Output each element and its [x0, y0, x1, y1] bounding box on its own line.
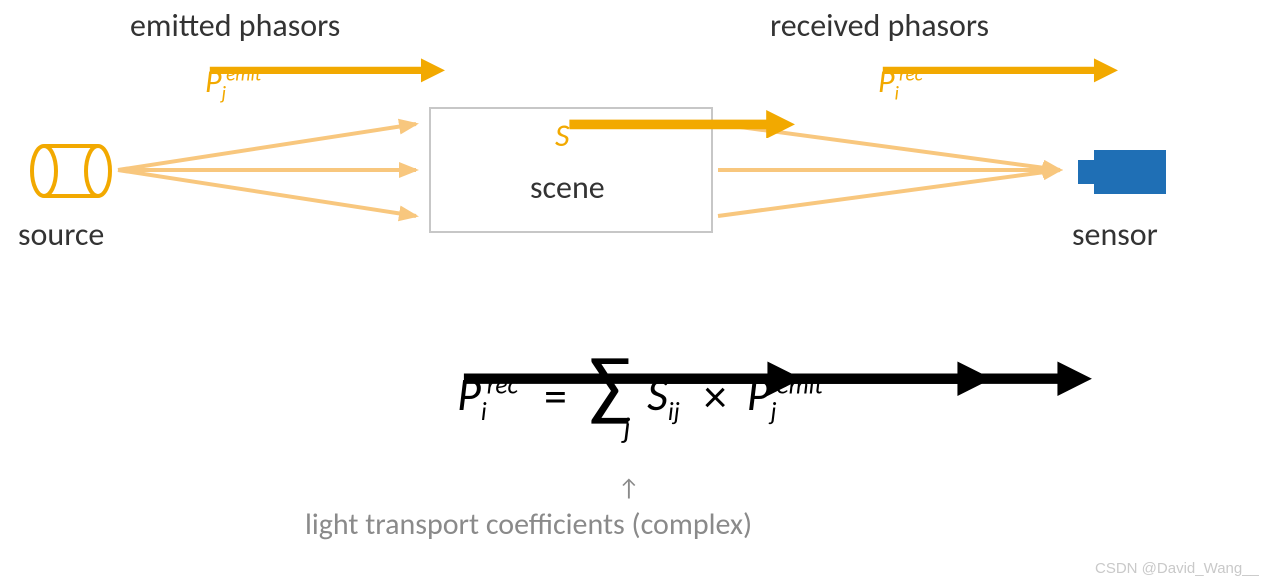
eq-times: ×	[704, 369, 727, 425]
eq-rhs-sub: j	[770, 396, 776, 427]
emit-sup: emit	[226, 63, 261, 86]
sensor-label: sensor	[1072, 215, 1158, 254]
eq-mid-sub: ij	[668, 396, 680, 427]
watermark: CSDN @David_Wang__	[1095, 560, 1259, 577]
emit-base: P	[205, 62, 222, 101]
rec-base: P	[878, 62, 895, 101]
equation-caption: light transport coefficients (complex)	[305, 506, 752, 543]
eq-mid-base: S	[647, 367, 668, 423]
source-label: source	[18, 215, 104, 254]
emit-phasor-label: Pjemit	[205, 62, 261, 105]
sensor-icon	[1078, 150, 1166, 194]
eq-lhs-base: P	[457, 367, 481, 423]
emitted-arrows	[118, 124, 416, 216]
scene-S: S	[555, 116, 569, 155]
eq-sum-sub: j	[623, 414, 630, 444]
caption-arrow-icon: ↑	[618, 474, 640, 503]
source-icon	[32, 146, 110, 196]
equation: Pirec = ∑ j Sij × Pjemit	[280, 322, 1000, 472]
received-label: received phasors	[770, 6, 989, 45]
emitted-label: emitted phasors	[130, 6, 340, 45]
rec-sup: rec	[899, 63, 923, 86]
eq-rhs-sup: emit	[777, 370, 823, 401]
scene-word: scene	[530, 168, 605, 207]
eq-lhs-sub: i	[481, 396, 487, 427]
received-arrows	[718, 124, 1060, 216]
eq-equals: =	[544, 369, 567, 425]
eq-lhs-sup: rec	[487, 370, 518, 401]
eq-sigma: ∑ j	[589, 350, 631, 444]
rec-phasor-label: Pirec	[878, 62, 923, 105]
eq-rhs-base: P	[747, 367, 771, 423]
scene-vector-label: S	[555, 116, 569, 155]
